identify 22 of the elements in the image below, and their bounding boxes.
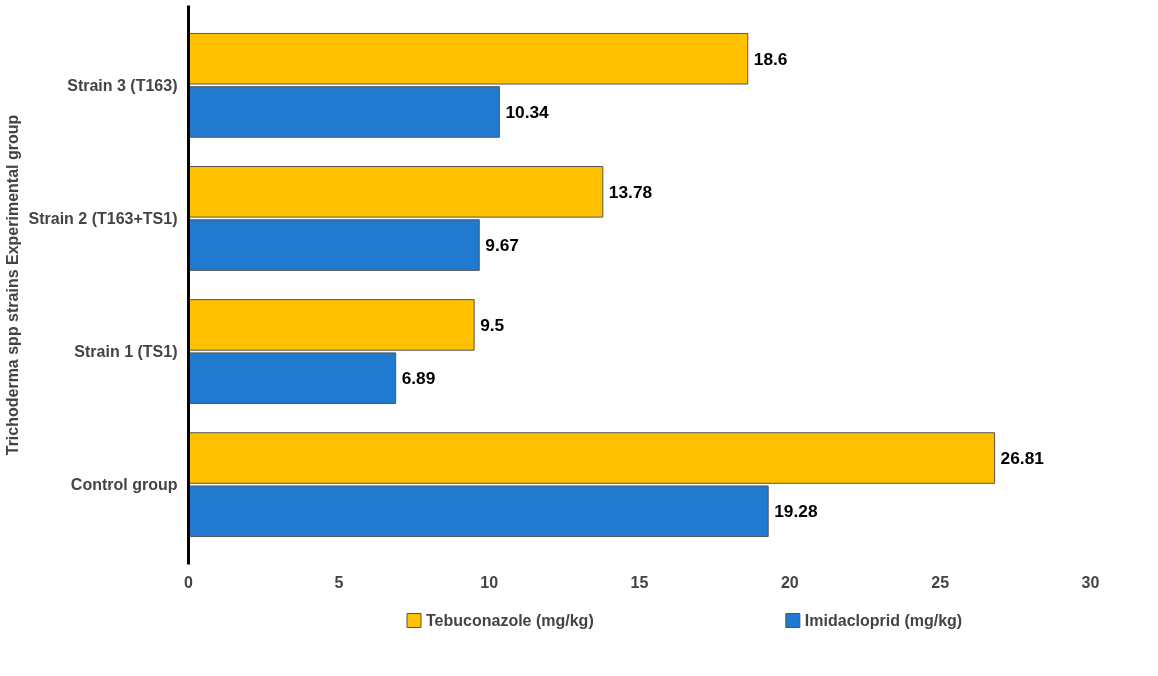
legend-label: Tebuconazole (mg/kg) (426, 612, 594, 629)
y-tick-label: Strain 2 (T163+TS1) (28, 209, 178, 227)
legend-label: Imidacloprid (mg/kg) (804, 612, 963, 629)
x-tick-label: 0 (184, 573, 194, 591)
data-label: 9.5 (480, 314, 505, 335)
data-label: 26.81 (1000, 448, 1045, 469)
y-tick-label: Strain 3 (T163) (67, 76, 178, 94)
x-tick-label: 25 (931, 573, 950, 591)
y-tick-label: Control group (70, 476, 178, 494)
data-label: 9.67 (485, 235, 519, 256)
data-label: 18.6 (753, 48, 788, 69)
x-tick-label: 20 (780, 573, 799, 591)
x-tick-label: 10 (480, 573, 499, 591)
data-label: 19.28 (774, 501, 818, 522)
data-label: 13.78 (608, 181, 653, 202)
data-label: 10.34 (505, 101, 550, 122)
x-tick-label: 30 (1081, 573, 1100, 591)
data-label: 6.89 (401, 368, 436, 389)
y-axis-title: Trichoderma spp strains Experimental group (3, 114, 21, 456)
x-tick-label: 5 (334, 573, 344, 591)
x-tick-label: 15 (630, 573, 649, 591)
y-tick-label: Strain 1 (TS1) (74, 343, 178, 361)
